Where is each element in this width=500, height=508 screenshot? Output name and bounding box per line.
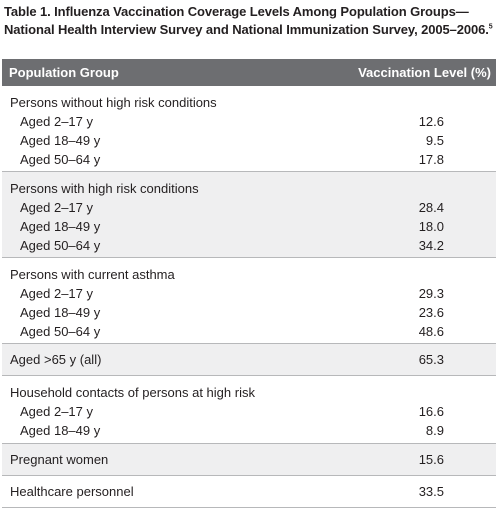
- row-label: Aged 2–17 y: [20, 114, 94, 129]
- row-label: Aged 2–17 y: [20, 286, 94, 301]
- row-value: 17.8: [418, 152, 444, 167]
- group-title: Healthcare personnel: [10, 484, 134, 499]
- group-title: Aged >65 y (all): [10, 352, 102, 367]
- table-row: Aged 2–17 y 29.3: [2, 284, 496, 303]
- table-group: Household contacts of persons at high ri…: [2, 376, 496, 444]
- row-value: 18.0: [418, 219, 444, 234]
- table-group: Persons with high risk conditions Aged 2–…: [2, 172, 496, 258]
- table-group: Persons with current asthma Aged 2–17 y 29…: [2, 258, 496, 344]
- table-caption: Table 1. Influenza Vaccination Coverage …: [4, 3, 496, 39]
- group-title-row: Persons without high risk conditions: [2, 93, 496, 112]
- row-value: 9.5: [425, 133, 444, 148]
- group-title-row: Healthcare personnel 33.5: [2, 482, 496, 501]
- caption-footnote-ref: 5: [488, 23, 493, 31]
- table-row: Aged 2–17 y 12.6: [2, 112, 496, 131]
- table-group: Healthcare personnel 33.5: [2, 476, 496, 508]
- table-row: Aged 18–49 y 8.9: [2, 421, 496, 440]
- group-title: Persons without high risk conditions: [10, 95, 217, 110]
- table-row: Aged 50–64 y 17.8: [2, 150, 496, 169]
- table-row: Aged 18–49 y 23.6: [2, 303, 496, 322]
- group-title: Household contacts of persons at high ri…: [10, 385, 255, 400]
- row-value: 12.6: [418, 114, 444, 129]
- group-value: 65.3: [418, 352, 444, 367]
- row-value: 8.9: [425, 423, 444, 438]
- row-label: Aged 2–17 y: [20, 200, 94, 215]
- table-group: Pregnant women 15.6: [2, 444, 496, 476]
- row-value: 48.6: [418, 324, 444, 339]
- table-group: Aged >65 y (all) 65.3: [2, 344, 496, 376]
- vaccination-table: Population Group Vaccination Level (%) P…: [2, 59, 496, 508]
- row-label: Aged 18–49 y: [20, 423, 101, 438]
- table-group: Persons without high risk conditions Aged…: [2, 86, 496, 172]
- table-row: Aged 2–17 y 16.6: [2, 402, 496, 421]
- table-header: Population Group Vaccination Level (%): [2, 59, 496, 86]
- table-row: Aged 50–64 y 34.2: [2, 236, 496, 255]
- group-value: 33.5: [418, 484, 444, 499]
- group-title: Persons with high risk conditions: [10, 181, 199, 196]
- header-vaccination-level: Vaccination Level (%): [358, 65, 491, 80]
- row-label: Aged 50–64 y: [20, 152, 101, 167]
- group-title-row: Pregnant women 15.6: [2, 450, 496, 469]
- group-title: Pregnant women: [10, 452, 109, 467]
- table-row: Aged 2–17 y 28.4: [2, 198, 496, 217]
- row-label: Aged 50–64 y: [20, 324, 101, 339]
- row-value: 28.4: [418, 200, 444, 215]
- row-value: 34.2: [418, 238, 444, 253]
- row-value: 29.3: [418, 286, 444, 301]
- group-value: 15.6: [418, 452, 444, 467]
- row-label: Aged 2–17 y: [20, 404, 94, 419]
- group-title: Persons with current asthma: [10, 267, 175, 282]
- group-title-row: Persons with current asthma: [2, 265, 496, 284]
- group-title-row: Persons with high risk conditions: [2, 179, 496, 198]
- row-value: 23.6: [418, 305, 444, 320]
- table-row: Aged 18–49 y 18.0: [2, 217, 496, 236]
- table-row: Aged 50–64 y 48.6: [2, 322, 496, 341]
- row-label: Aged 18–49 y: [20, 133, 101, 148]
- table-body: Persons without high risk conditions Aged…: [2, 86, 496, 508]
- row-value: 16.6: [418, 404, 444, 419]
- caption-title: Table 1. Influenza Vaccination Coverage …: [4, 4, 489, 37]
- table-row: Aged 18–49 y 9.5: [2, 131, 496, 150]
- row-label: Aged 18–49 y: [20, 305, 101, 320]
- header-population-group: Population Group: [9, 65, 119, 80]
- row-label: Aged 18–49 y: [20, 219, 101, 234]
- group-title-row: Aged >65 y (all) 65.3: [2, 350, 496, 369]
- row-label: Aged 50–64 y: [20, 238, 101, 253]
- group-title-row: Household contacts of persons at high ri…: [2, 383, 496, 402]
